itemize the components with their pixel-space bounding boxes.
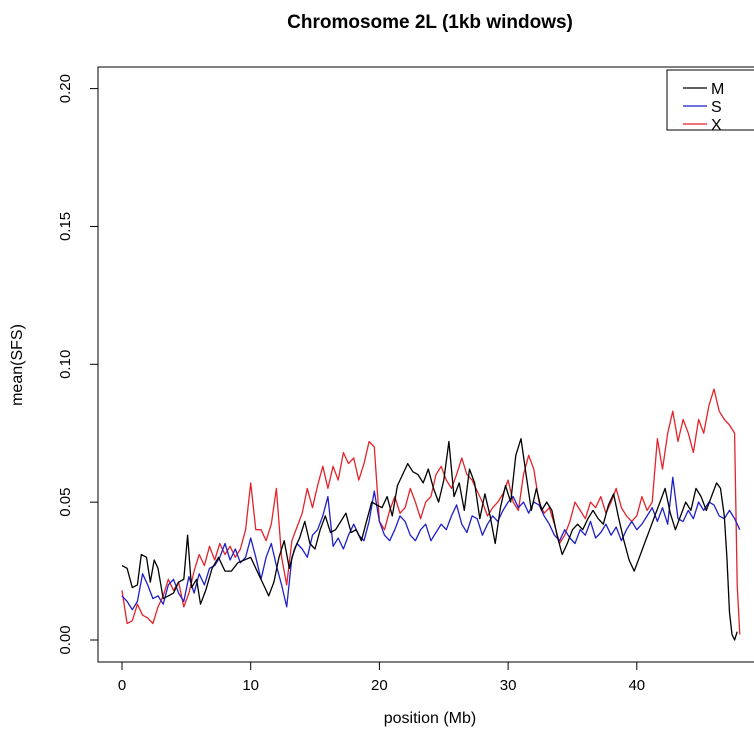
series-line-s (121, 476, 741, 611)
y-tick-label: 0.15 (57, 212, 74, 241)
y-axis-label: mean(SFS) (9, 324, 26, 406)
x-tick-label: 0 (118, 677, 126, 694)
plot-frame (97, 66, 754, 663)
x-axis: 0 10 20 30 40 (118, 661, 645, 694)
chart-title: Chromosome 2L (1kb windows) (287, 12, 573, 33)
y-tick-label: 0.20 (57, 74, 74, 103)
y-tick-label: 0.10 (57, 350, 74, 379)
x-tick-label: 10 (242, 677, 259, 694)
series-line-x (121, 388, 741, 635)
y-axis: 0.00 0.05 0.10 0.15 0.20 (57, 74, 99, 655)
x-tick-label: 40 (628, 677, 645, 694)
x-tick-label: 20 (371, 677, 388, 694)
series-line-m (121, 438, 738, 641)
x-axis-label: position (Mb) (384, 710, 476, 727)
legend-label-m: M (711, 81, 724, 98)
y-tick-label: 0.00 (57, 625, 74, 654)
legend-box (666, 69, 754, 131)
legend-label-s: S (711, 99, 722, 116)
series-layer (121, 388, 741, 641)
y-tick-label: 0.05 (57, 488, 74, 517)
legend: MSX (666, 69, 754, 134)
x-tick-label: 30 (500, 677, 517, 694)
legend-label-x: X (711, 117, 722, 134)
